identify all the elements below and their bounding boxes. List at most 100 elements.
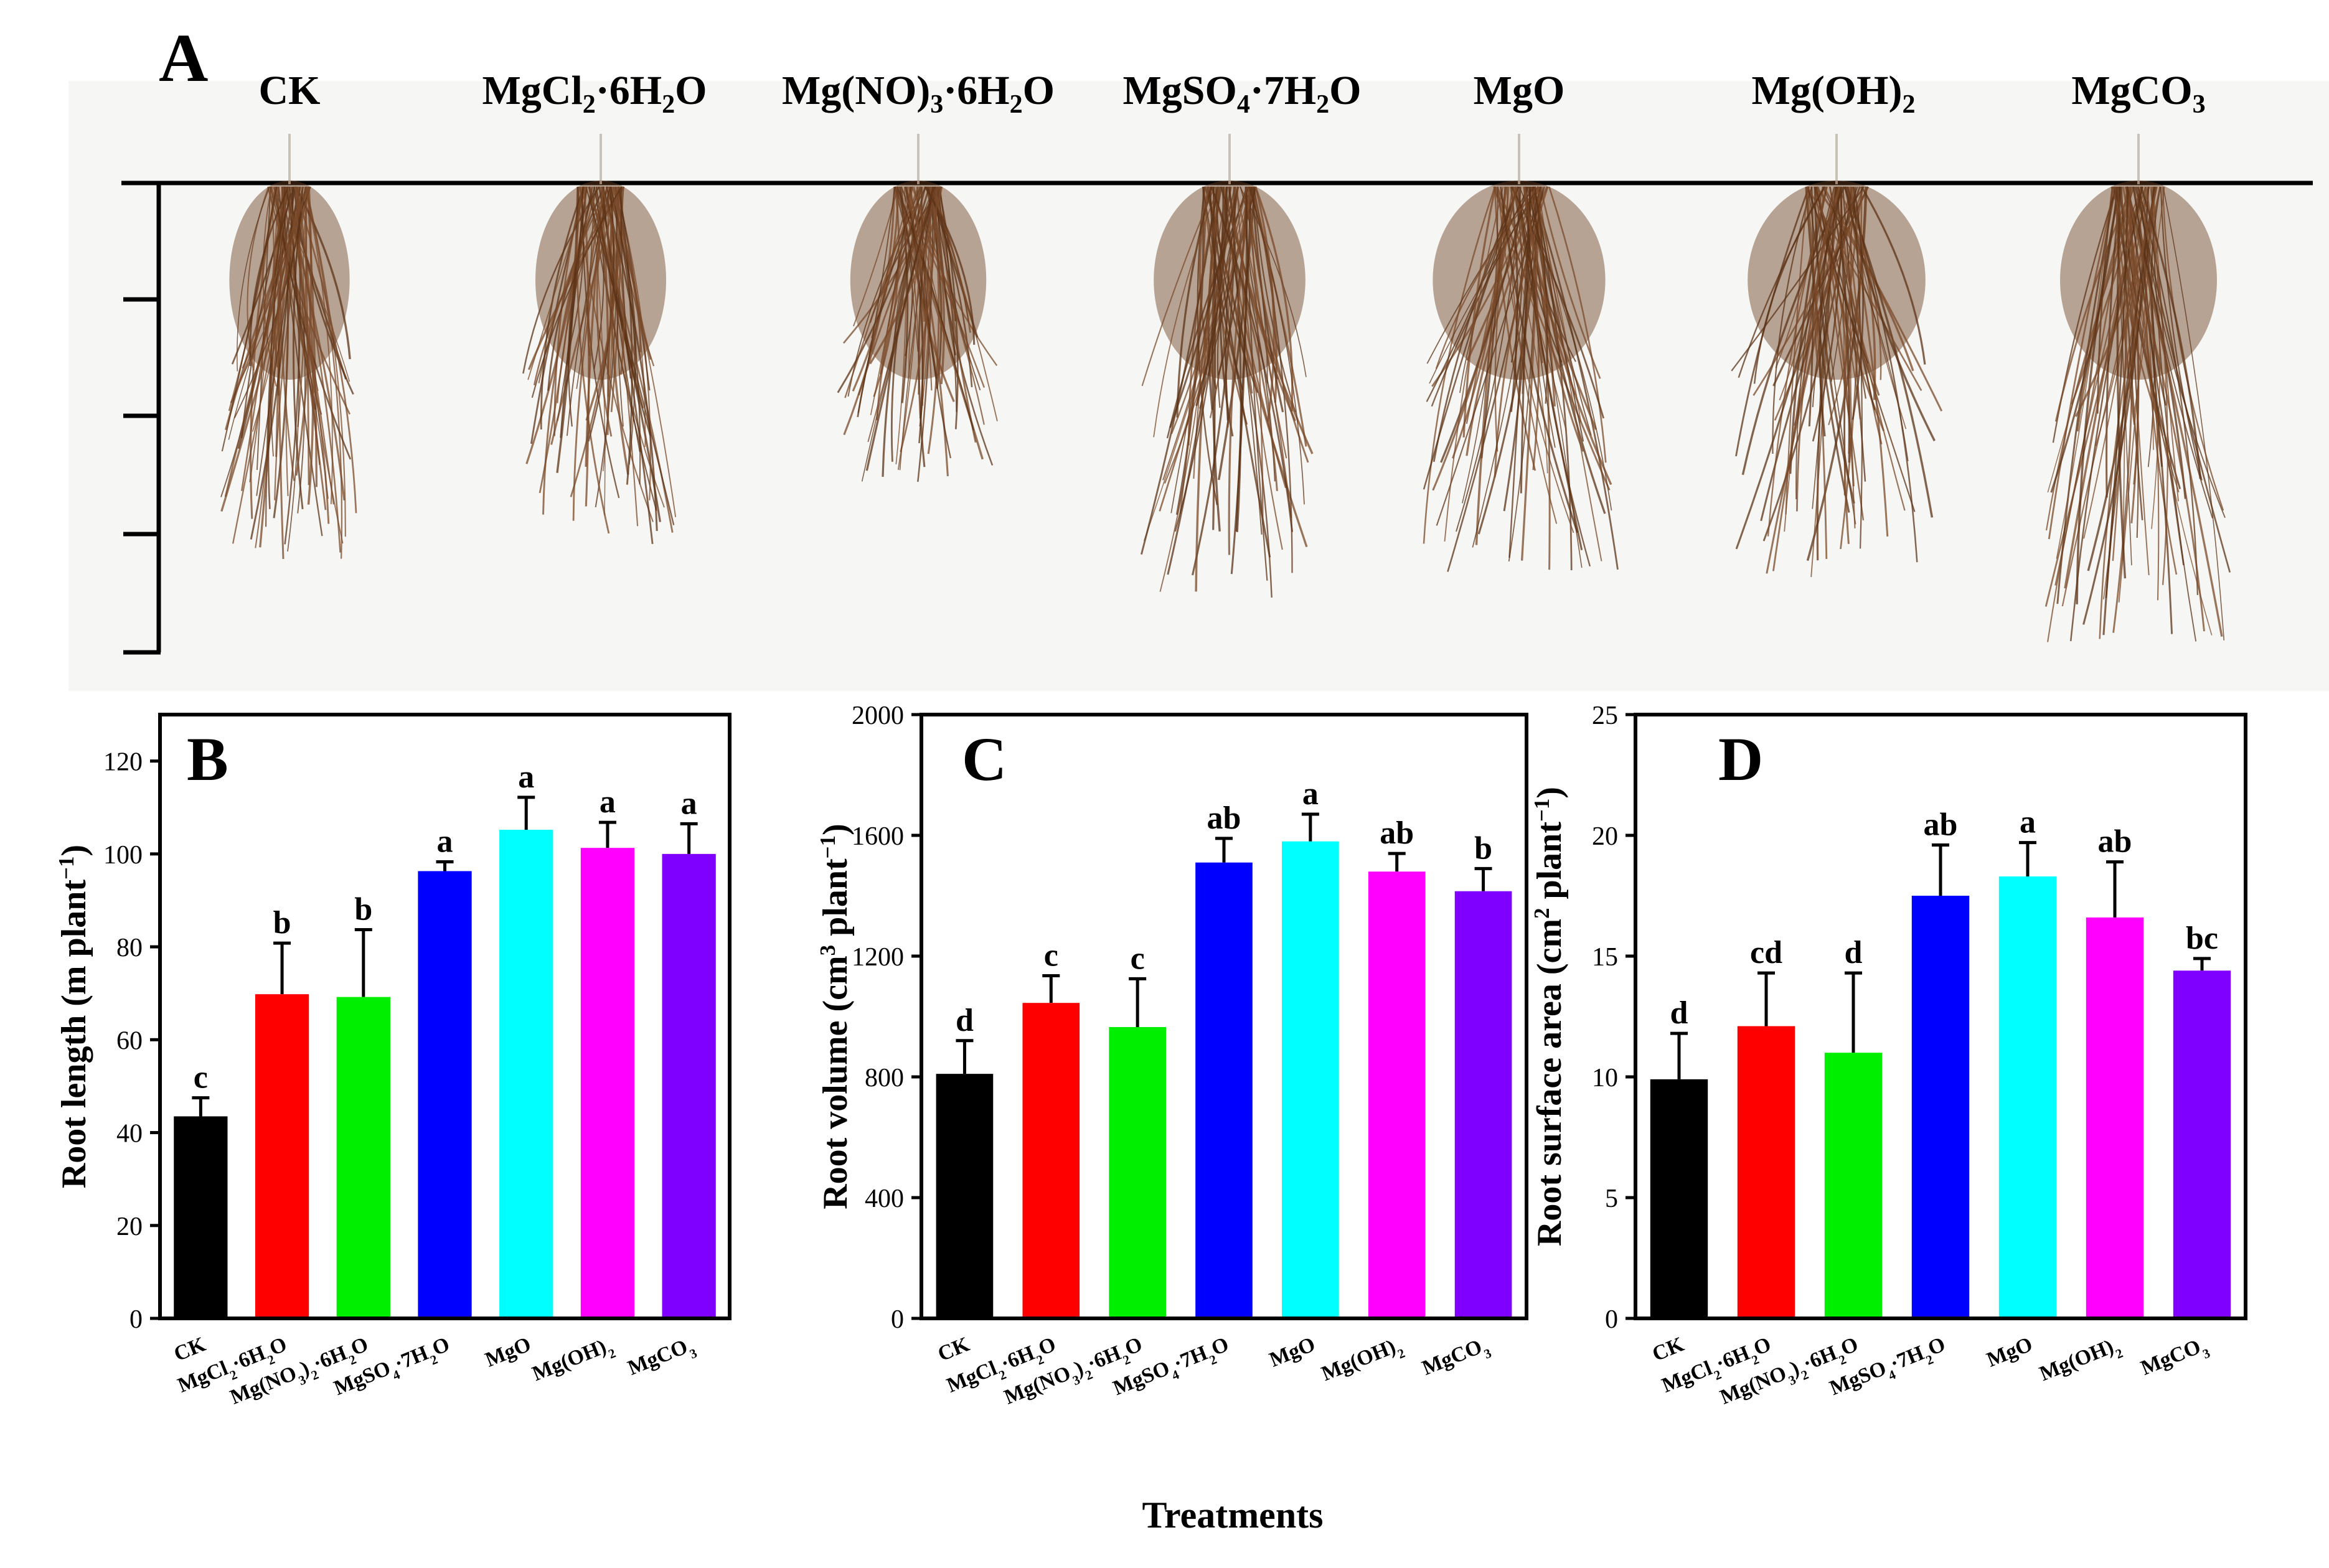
panel-letter: D [1718,725,1763,794]
bar [662,853,716,1318]
plot-frame [1634,713,2247,1320]
treatment-label: MgSO4·7H2O [1122,68,1362,120]
panel-b-chart: cCKbMgCl2·6H2ObMg(NO3)2·6H2OaMgSO4·7H2Oa… [54,713,732,1409]
category-label: MgCO3 [624,1333,699,1385]
significance-letter: ab [2098,824,2132,860]
significance-letter: a [1302,776,1319,812]
significance-letter: a [437,824,453,860]
y-tick-label: 20 [116,1213,143,1241]
treatment-label: MgCO3 [2071,68,2206,120]
bar [2086,917,2144,1318]
significance-letter: a [518,759,534,795]
y-tick-label: 1200 [852,943,904,972]
category-label: Mg(OH)2 [529,1333,618,1391]
bar [1454,891,1512,1318]
root-system-image [837,134,998,482]
category-label: MgO [1983,1333,2036,1372]
treatment-label: CK [258,68,321,113]
bar [936,1074,994,1318]
y-tick-label: 100 [103,841,143,870]
root-system-image [522,134,677,545]
panel-d-chart: dCKcdMgCl2·6H2OdMg(NO3)2·6H2OabMgSO4·7H2… [1530,702,2247,1409]
significance-letter: ab [1207,800,1241,836]
treatment-label: Mg(NO)3·6H2O [782,68,1055,120]
category-label: MgCl2·6H2O [944,1333,1061,1402]
x-axis-title: Treatments [1142,1495,1324,1536]
bar [1195,862,1253,1318]
bar [1282,841,1339,1318]
category-label: MgO [1266,1333,1319,1372]
y-tick-label: 0 [891,1305,904,1334]
y-tick-label: 10 [1592,1064,1618,1092]
bar [174,1116,228,1318]
y-tick-label: 1600 [852,822,904,851]
category-label: MgCO3 [2138,1333,2213,1385]
y-tick-label: 120 [103,748,143,777]
root-system-image [1423,134,1619,572]
significance-letter: b [273,905,291,941]
significance-letter: bc [2186,921,2218,956]
root-images [121,134,2313,655]
y-axis-title: Root surface area (cm2 plant−1) [1530,787,1569,1246]
bar [1109,1026,1166,1318]
bar [1022,1003,1080,1318]
root-system-image [1140,134,1314,598]
y-tick-label: 0 [129,1305,143,1334]
y-tick-label: 800 [865,1064,904,1092]
bar [336,997,390,1318]
y-axis-title: Root length (m plant−1) [54,845,94,1188]
significance-letter: b [1474,830,1492,866]
bar [1650,1079,1708,1318]
significance-letter: c [194,1060,208,1096]
y-tick-label: 80 [116,934,143,962]
category-label: Mg(OH)2 [2036,1333,2125,1391]
y-tick-label: 40 [116,1120,143,1148]
bar [580,848,635,1318]
y-tick-label: 15 [1592,943,1618,972]
significance-letter: d [1670,995,1688,1031]
significance-letter: a [600,784,616,820]
panel-letter: B [187,725,228,794]
category-label: MgO [482,1333,534,1372]
plot-frame [920,713,1528,1320]
significance-letter: b [354,891,372,927]
bar [1368,871,1426,1318]
significance-letter: d [1845,935,1863,970]
category-label: Mg(OH)2 [1319,1333,1408,1391]
panel-a: A CK MgCl2·6H2O Mg(NO)3·6H2O MgSO4·7H2O MgO M… [0,0,2329,691]
panel-letter: C [962,725,1007,794]
category-label: CK [934,1333,973,1366]
y-tick-label: 20 [1592,822,1618,851]
bar [499,830,553,1318]
bar [1737,1026,1795,1318]
y-tick-label: 5 [1605,1185,1618,1213]
y-tick-label: 60 [116,1026,143,1055]
bar [418,871,472,1318]
significance-letter: ab [1924,807,1958,843]
bar [2173,970,2231,1318]
bar [1911,896,1970,1318]
significance-letter: d [956,1003,974,1038]
bar [1824,1053,1883,1318]
y-tick-label: 0 [1605,1305,1618,1334]
plot-frame [158,713,732,1320]
y-tick-label: 2000 [852,702,904,730]
significance-letter: cd [1750,935,1782,970]
treatment-label: MgO [1473,68,1565,113]
root-system-image [1731,134,1943,578]
root-system-image [220,134,357,560]
significance-letter: a [681,786,697,821]
significance-letter: c [1044,938,1058,974]
treatment-label: MgCl2·6H2O [482,68,707,120]
treatment-label: Mg(OH)2 [1751,68,1916,120]
bar [255,994,309,1318]
significance-letter: ab [1380,815,1414,851]
significance-letter: c [1131,941,1145,976]
category-label: CK [171,1333,209,1366]
significance-letter: a [2020,805,2036,840]
panel-a-letter: A [159,20,209,96]
category-label: MgCO3 [1419,1333,1494,1385]
root-system-image [2044,134,2231,642]
bar [1998,876,2057,1318]
